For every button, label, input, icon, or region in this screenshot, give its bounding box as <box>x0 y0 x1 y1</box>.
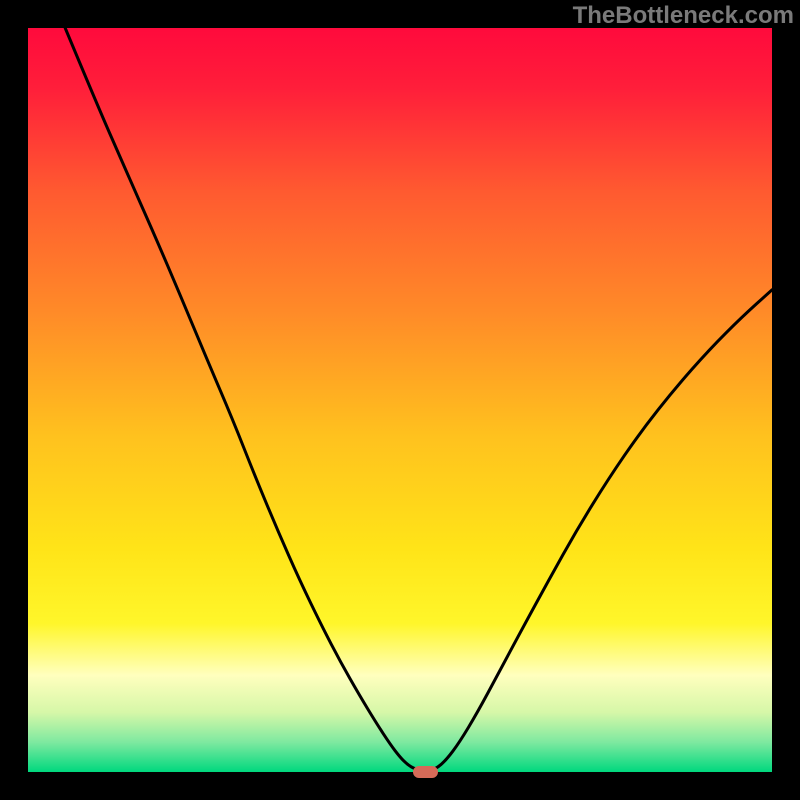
watermark-text: TheBottleneck.com <box>573 2 794 30</box>
bottleneck-min-marker <box>413 766 438 778</box>
bottleneck-curve-path <box>65 28 772 771</box>
chart-frame: TheBottleneck.com <box>0 0 800 800</box>
bottleneck-curve-svg <box>28 28 772 772</box>
plot-area <box>28 28 772 772</box>
